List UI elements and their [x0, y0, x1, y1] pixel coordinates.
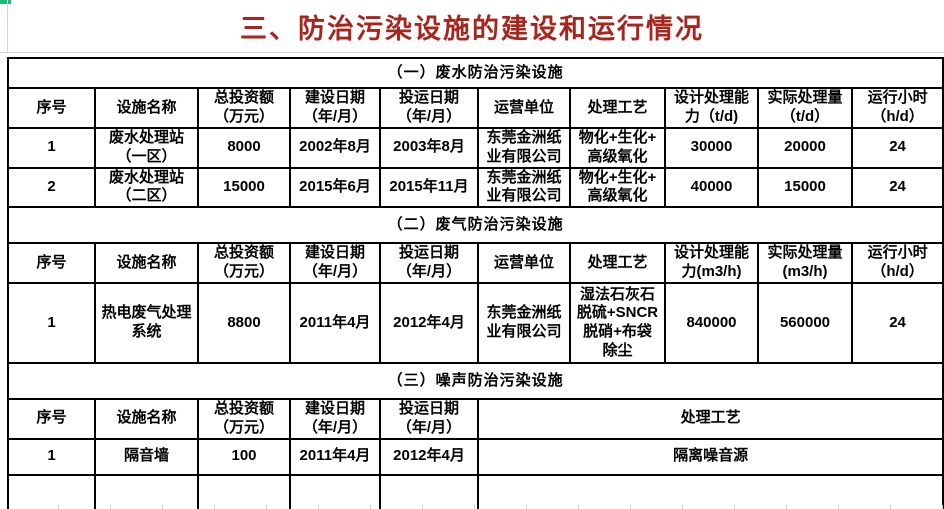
cell-operation-date[interactable]: 2003年8月: [379, 127, 479, 169]
cell-facility-name[interactable]: 热电废气处理 系统: [94, 282, 199, 364]
gridline-vertical: [7, 0, 8, 53]
table-header-row: 序号 设施名称 总投资额 （万元） 建设日期 （年/月） 投运日期 （年/月） …: [7, 242, 944, 284]
cell-facility-name[interactable]: 废水处理站 （二区）: [94, 166, 199, 208]
cell-build-date[interactable]: [289, 473, 381, 509]
cell-actual-volume[interactable]: 15000: [757, 166, 853, 208]
cell-actual-volume[interactable]: 20000: [757, 127, 853, 169]
cell-process[interactable]: 湿法石灰石 脱硫+SNCR 脱硝+布袋 除尘: [569, 282, 666, 364]
cell-process[interactable]: 物化+生化+ 高级氧化: [569, 166, 666, 208]
col-header-design-capacity[interactable]: 设计处理能 力（t/d): [664, 87, 759, 129]
cell-design-capacity[interactable]: 840000: [664, 282, 759, 364]
table-row: 1 隔音墙 100 2011年4月 2012年4月 隔离噪音源: [7, 437, 944, 476]
col-header-investment[interactable]: 总投资额 （万元）: [197, 398, 291, 440]
table-header-row: 序号 设施名称 总投资额 （万元） 建设日期 （年/月） 投运日期 （年/月） …: [7, 398, 944, 440]
cell-investment[interactable]: 8000: [197, 127, 291, 169]
cell-operation-date[interactable]: [379, 473, 479, 509]
section-title-wastewater[interactable]: （一）废水防治污染设施: [6, 57, 944, 89]
col-header-facility-name[interactable]: 设施名称: [94, 87, 199, 129]
col-header-operator[interactable]: 运营单位: [477, 242, 571, 284]
cell-process[interactable]: 物化+生化+ 高级氧化: [569, 127, 666, 169]
cell-operator[interactable]: 东莞金洲纸 业有限公司: [477, 166, 571, 208]
col-header-actual-volume[interactable]: 实际处理量 (m3/h): [757, 242, 853, 284]
gridline-stubs-bottom: [7, 505, 944, 509]
cell-investment[interactable]: 100: [197, 437, 291, 476]
col-header-design-capacity[interactable]: 设计处理能 力(m3/h): [664, 242, 759, 284]
cell-seq[interactable]: 2: [7, 166, 96, 208]
col-header-run-hours[interactable]: 运行小时 （h/d）: [850, 87, 944, 129]
title-row: 三、防治污染设施的建设和运行情况: [0, 0, 944, 52]
cell-operation-date[interactable]: 2015年11月: [379, 166, 479, 208]
gridline-horizontal: [0, 52, 944, 53]
cell-seq[interactable]: 1: [7, 437, 96, 476]
cell-design-capacity[interactable]: 30000: [664, 127, 759, 169]
col-header-seq[interactable]: 序号: [7, 87, 96, 129]
col-header-build-date[interactable]: 建设日期 （年/月）: [289, 398, 381, 440]
col-header-operation-date[interactable]: 投运日期 （年/月）: [379, 87, 479, 129]
cell-process[interactable]: 隔离噪音源: [476, 437, 944, 476]
section-title-noise[interactable]: （三）噪声防治污染设施: [6, 362, 944, 400]
table-row: 2 废水处理站 （二区） 15000 2015年6月 2015年11月 东莞金洲…: [7, 166, 944, 208]
col-header-seq[interactable]: 序号: [7, 398, 96, 440]
cell-build-date[interactable]: 2011年4月: [289, 282, 381, 364]
cell-operation-date[interactable]: 2012年4月: [379, 282, 479, 364]
col-header-process[interactable]: 处理工艺: [569, 242, 666, 284]
col-header-process[interactable]: 处理工艺: [476, 398, 944, 440]
col-header-facility-name[interactable]: 设施名称: [94, 242, 199, 284]
col-header-operation-date[interactable]: 投运日期 （年/月）: [379, 398, 479, 440]
col-header-actual-volume[interactable]: 实际处理量 （t/d）: [757, 87, 853, 129]
col-header-operator[interactable]: 运营单位: [477, 87, 571, 129]
cell-seq[interactable]: [7, 473, 96, 509]
col-header-seq[interactable]: 序号: [7, 242, 96, 284]
col-header-build-date[interactable]: 建设日期 （年/月）: [289, 242, 381, 284]
cell-operator[interactable]: 东莞金洲纸 业有限公司: [477, 127, 571, 169]
cell-build-date[interactable]: 2015年6月: [289, 166, 381, 208]
cell-design-capacity[interactable]: 40000: [664, 166, 759, 208]
cell-run-hours[interactable]: 24: [850, 282, 944, 364]
cell-investment[interactable]: 15000: [197, 166, 291, 208]
table-row-empty: [7, 473, 944, 509]
page-title: 三、防治污染设施的建设和运行情况: [240, 13, 704, 44]
cell-process[interactable]: [476, 473, 944, 509]
pollution-facilities-table: （一）废水防治污染设施 序号 设施名称 总投资额 （万元） 建设日期 （年/月）…: [6, 57, 944, 509]
cell-investment[interactable]: 8800: [197, 282, 291, 364]
cell-operation-date[interactable]: 2012年4月: [379, 437, 479, 476]
col-header-investment[interactable]: 总投资额 （万元）: [197, 242, 291, 284]
cell-run-hours[interactable]: 24: [850, 166, 944, 208]
cell-build-date[interactable]: 2011年4月: [289, 437, 381, 476]
table-row: 1 废水处理站 （一区） 8000 2002年8月 2003年8月 东莞金洲纸 …: [7, 127, 944, 169]
cell-facility-name[interactable]: 隔音墙: [94, 437, 199, 476]
table-header-row: 序号 设施名称 总投资额 （万元） 建设日期 （年/月） 投运日期 （年/月） …: [7, 87, 944, 129]
col-header-build-date[interactable]: 建设日期 （年/月）: [289, 87, 381, 129]
cell-facility-name[interactable]: 废水处理站 （一区）: [94, 127, 199, 169]
col-header-operation-date[interactable]: 投运日期 （年/月）: [379, 242, 479, 284]
cell-build-date[interactable]: 2002年8月: [289, 127, 381, 169]
col-header-process[interactable]: 处理工艺: [569, 87, 666, 129]
cell-facility-name[interactable]: [94, 473, 199, 509]
table-row: 1 热电废气处理 系统 8800 2011年4月 2012年4月 东莞金洲纸 业…: [7, 282, 944, 364]
cell-operator[interactable]: 东莞金洲纸 业有限公司: [477, 282, 571, 364]
col-header-run-hours[interactable]: 运行小时 （h/d）: [850, 242, 944, 284]
cell-actual-volume[interactable]: 560000: [757, 282, 853, 364]
cell-seq[interactable]: 1: [7, 282, 96, 364]
col-header-facility-name[interactable]: 设施名称: [94, 398, 199, 440]
cell-investment[interactable]: [197, 473, 291, 509]
selection-marker: [0, 0, 11, 4]
col-header-investment[interactable]: 总投资额 （万元）: [197, 87, 291, 129]
cell-run-hours[interactable]: 24: [850, 127, 944, 169]
section-title-waste-gas[interactable]: （二）废气防治污染设施: [6, 206, 944, 244]
cell-seq[interactable]: 1: [7, 127, 96, 169]
